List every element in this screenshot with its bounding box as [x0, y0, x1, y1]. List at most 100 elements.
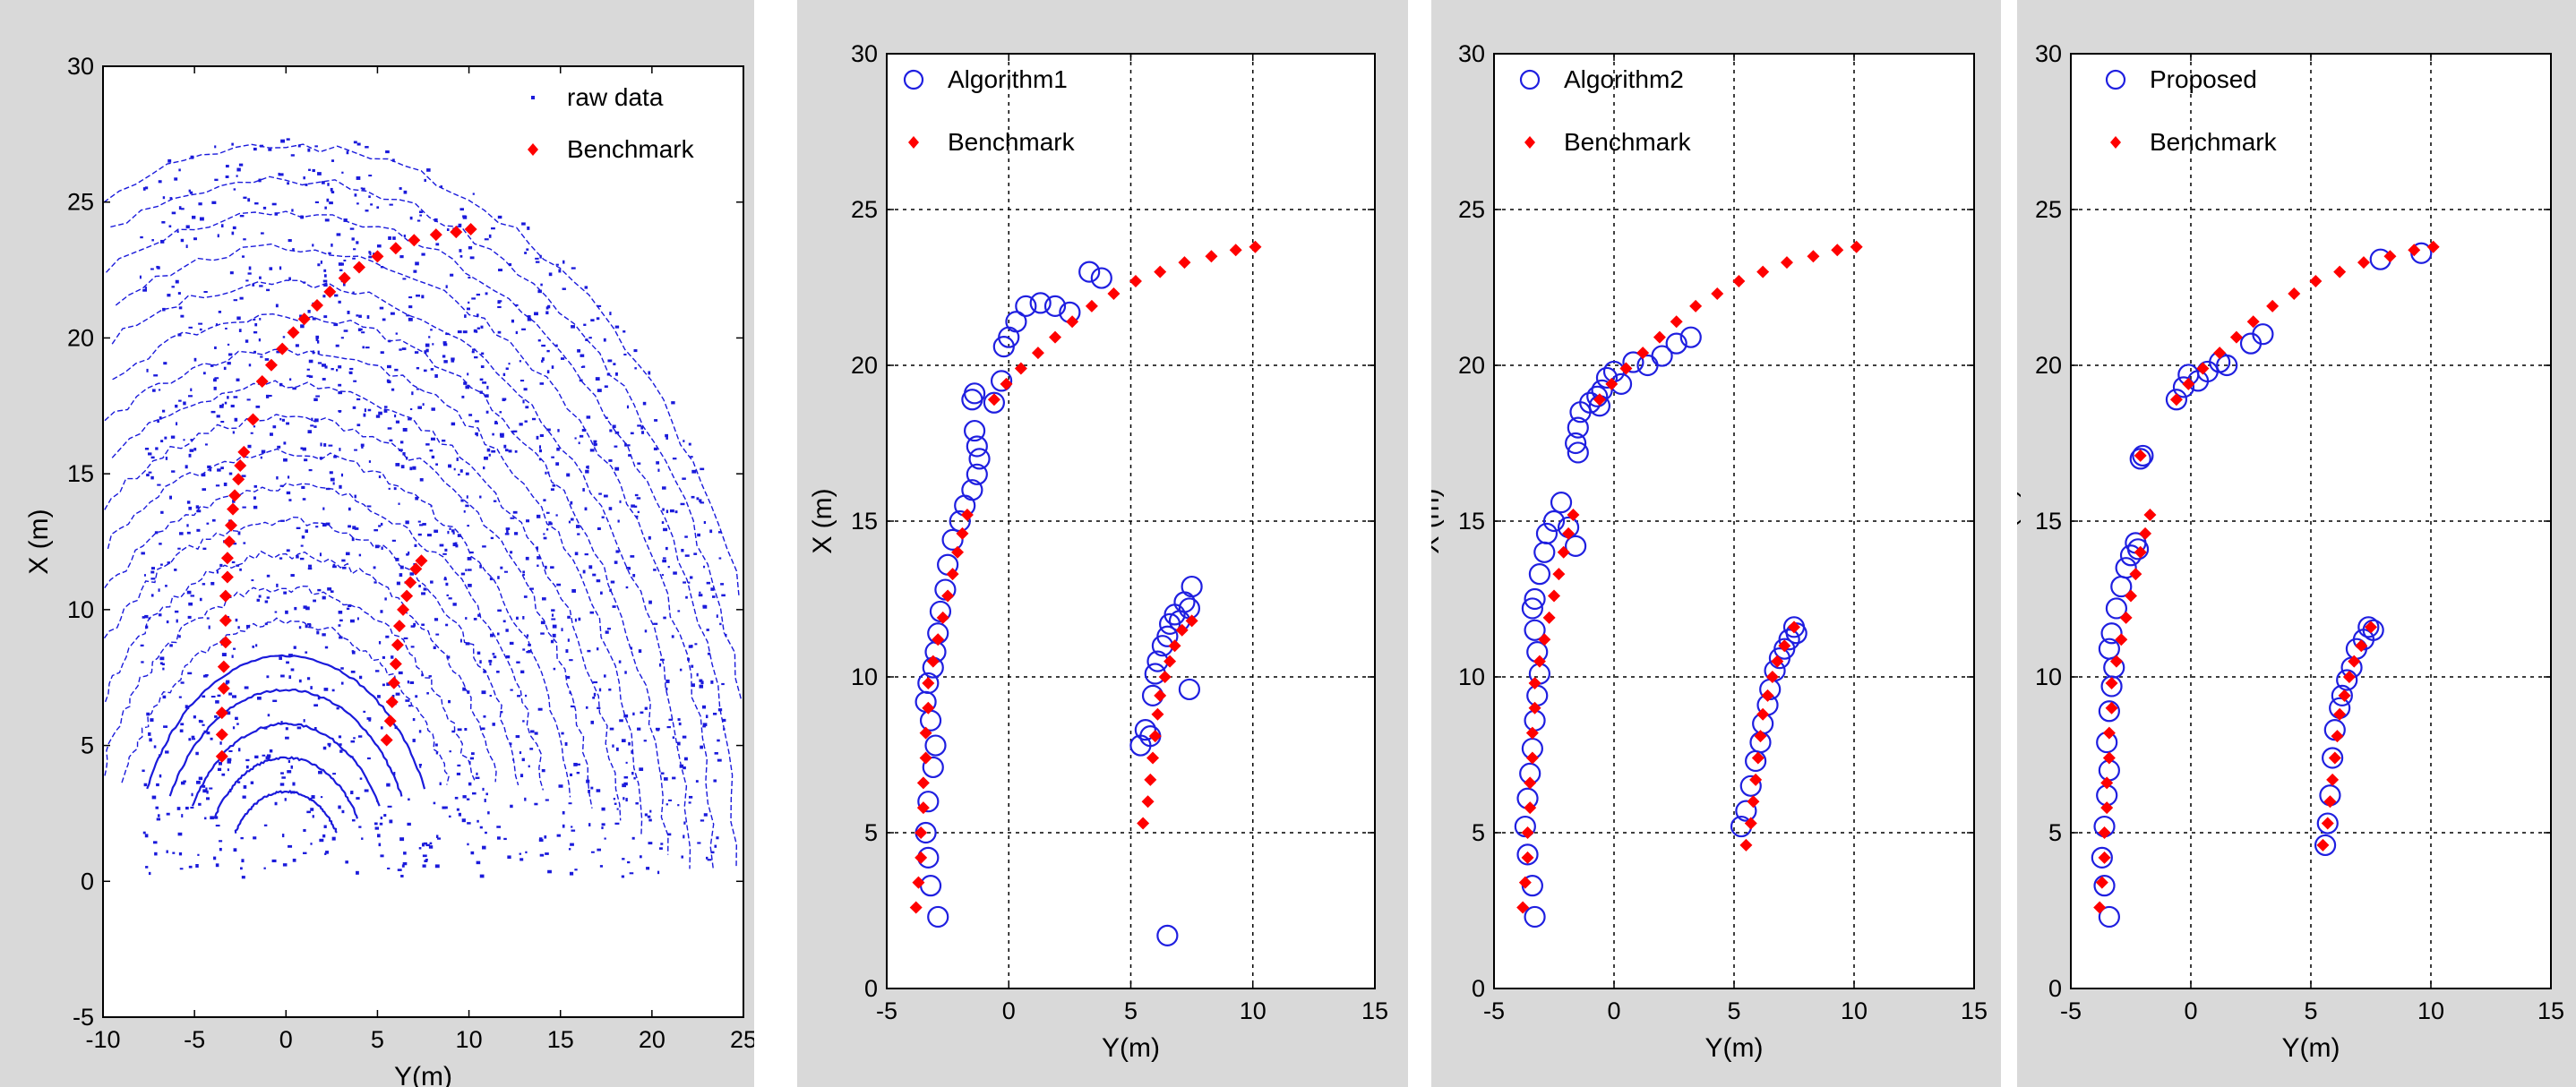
raw-data-point: [204, 673, 209, 677]
raw-data-point: [435, 633, 440, 636]
data-point-diamond: [2102, 751, 2116, 765]
raw-data-point: [308, 624, 312, 627]
raw-data-point: [174, 177, 178, 181]
raw-data-point: [606, 628, 612, 630]
data-point-diamond: [2408, 244, 2421, 257]
raw-data-point: [514, 532, 519, 535]
raw-data-point: [485, 292, 488, 295]
series-benchmark: [2093, 240, 2440, 914]
data-point-diamond: [1148, 730, 1162, 743]
data-point-diamond: [1593, 393, 1606, 407]
raw-data-point: [515, 735, 520, 739]
raw-data-point: [491, 227, 495, 230]
raw-data-point: [398, 502, 400, 505]
raw-data-point: [298, 679, 302, 683]
raw-data-point: [512, 510, 518, 514]
raw-data-point: [527, 315, 531, 319]
data-point-diamond: [387, 676, 400, 689]
data-point-diamond: [1185, 614, 1198, 628]
raw-data-point: [329, 471, 333, 475]
raw-data-point: [566, 473, 571, 477]
raw-data-point: [550, 566, 554, 569]
raw-data-point: [460, 572, 466, 576]
raw-data-point: [601, 807, 605, 811]
raw-data-point: [511, 319, 515, 323]
raw-data-point: [448, 597, 452, 600]
raw-data-point: [328, 744, 331, 748]
raw-data-point: [238, 163, 244, 167]
data-point-circle: [1567, 441, 1589, 464]
raw-data-point: [142, 187, 146, 191]
raw-data-point: [580, 354, 585, 357]
raw-data-point: [292, 858, 296, 862]
raw-data-point: [536, 546, 539, 551]
raw-data-point: [255, 644, 258, 647]
raw-data-point: [522, 399, 525, 404]
raw-data-point: [310, 843, 313, 845]
chart-panel-algorithm1: -5 0 5 10 15 0 5 10 15 20 25 30 Y(m) X (m) Algorithm1 B…: [797, 0, 1408, 1087]
raw-data-point: [426, 168, 431, 172]
raw-data-point: [143, 574, 146, 577]
raw-data-point: [516, 661, 520, 663]
data-point-circle: [1565, 432, 1587, 455]
raw-data-point: [156, 783, 159, 787]
raw-data-point: [508, 263, 512, 267]
raw-data-point: [340, 681, 344, 685]
raw-data-point: [395, 692, 400, 696]
raw-data-point: [589, 611, 595, 614]
data-point-diamond: [2323, 795, 2337, 809]
data-point-diamond: [464, 223, 477, 236]
raw-data-point: [581, 428, 587, 432]
raw-data-point: [167, 294, 171, 297]
raw-data-point: [178, 696, 182, 698]
raw-data-point: [289, 378, 292, 381]
raw-data-point: [366, 315, 370, 320]
raw-data-point: [449, 750, 451, 753]
raw-data-point: [551, 456, 554, 458]
raw-data-point: [576, 525, 580, 528]
raw-data-point: [489, 663, 492, 666]
raw-data-point: [631, 836, 635, 840]
raw-data-point: [640, 855, 642, 859]
raw-data-point: [351, 650, 355, 653]
raw-scan-arc: [104, 347, 643, 837]
y-tick-label: 30: [851, 40, 878, 67]
raw-data-point: [564, 741, 568, 746]
raw-data-point: [313, 599, 316, 603]
raw-data-point: [305, 184, 308, 186]
raw-data-point: [717, 739, 720, 742]
raw-data-point: [586, 466, 588, 469]
raw-data-point: [156, 817, 161, 821]
raw-data-point: [228, 790, 232, 792]
raw-data-point: [338, 262, 343, 266]
raw-data-point: [317, 350, 320, 355]
raw-data-point: [688, 645, 692, 648]
raw-data-point: [662, 486, 666, 490]
raw-data-point: [218, 311, 222, 313]
raw-data-point: [696, 497, 700, 501]
raw-data-point: [703, 813, 708, 817]
raw-data-point: [530, 730, 535, 733]
raw-data-point: [595, 377, 600, 381]
raw-data-point: [316, 340, 320, 344]
data-point-circle: [1679, 326, 1702, 348]
data-point-diamond: [2288, 287, 2301, 300]
raw-data-point: [619, 500, 622, 503]
raw-data-point: [700, 680, 704, 685]
raw-data-point: [313, 704, 319, 707]
y-tick-label: 30: [1458, 40, 1485, 67]
raw-data-point: [452, 543, 456, 547]
raw-data-point: [382, 318, 386, 321]
raw-data-point: [499, 411, 502, 414]
data-point-circle: [1521, 597, 1543, 620]
raw-data-point: [185, 705, 188, 709]
data-point-diamond: [1807, 250, 1820, 263]
data-point-diamond: [1619, 362, 1633, 375]
data-point-diamond: [1653, 330, 1666, 344]
raw-data-point: [210, 410, 216, 414]
raw-data-point: [607, 359, 613, 363]
raw-data-point: [402, 861, 408, 866]
data-point-diamond: [1085, 299, 1098, 312]
raw-data-point: [388, 236, 391, 240]
raw-data-point: [434, 218, 438, 222]
